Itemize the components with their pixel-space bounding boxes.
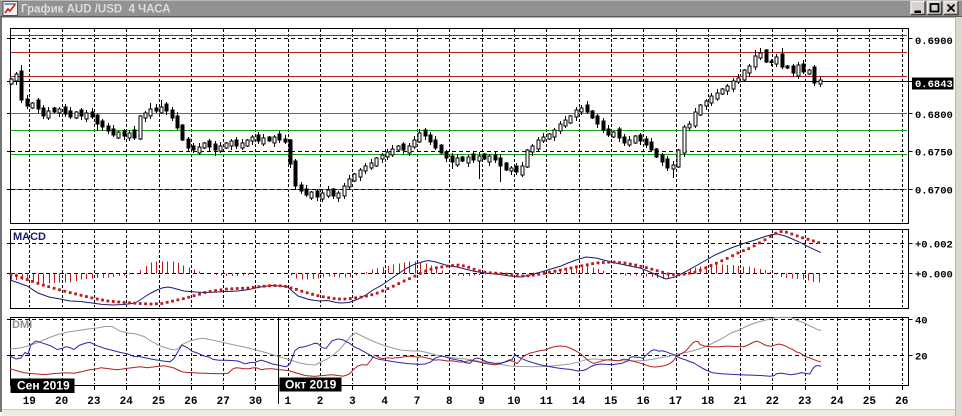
svg-text:0.6843: 0.6843 (915, 79, 953, 91)
svg-text:0.6700: 0.6700 (915, 186, 953, 198)
svg-text:3: 3 (349, 396, 356, 408)
svg-text:20: 20 (55, 396, 68, 408)
svg-text:7: 7 (414, 396, 421, 408)
svg-text:16: 16 (637, 396, 650, 408)
svg-text:24: 24 (120, 396, 134, 408)
svg-text:25: 25 (152, 396, 166, 408)
svg-text:9: 9 (478, 396, 485, 408)
svg-text:20: 20 (915, 352, 928, 364)
svg-text:27: 27 (217, 396, 230, 408)
svg-text:Окт 2019: Окт 2019 (285, 378, 337, 392)
svg-text:22: 22 (766, 396, 779, 408)
svg-text:26: 26 (184, 396, 197, 408)
svg-text:26: 26 (895, 396, 908, 408)
svg-text:2: 2 (317, 396, 324, 408)
svg-text:40: 40 (915, 316, 928, 328)
svg-text:+0.002: +0.002 (915, 240, 953, 252)
svg-text:Сен 2019: Сен 2019 (17, 379, 70, 393)
svg-text:10: 10 (507, 396, 520, 408)
svg-text:23: 23 (798, 396, 812, 408)
svg-text:0.6800: 0.6800 (915, 110, 953, 122)
svg-text:DMI: DMI (12, 319, 32, 331)
svg-text:11: 11 (540, 396, 554, 408)
svg-text:21: 21 (733, 396, 747, 408)
svg-text:+0.000: +0.000 (915, 270, 953, 282)
svg-text:25: 25 (863, 396, 877, 408)
svg-text:8: 8 (446, 396, 453, 408)
svg-text:17: 17 (669, 396, 682, 408)
svg-text:График AUD /USD 4 ЧАСА: График AUD /USD 4 ЧАСА (21, 4, 171, 16)
svg-text:19: 19 (23, 396, 36, 408)
svg-text:23: 23 (87, 396, 101, 408)
svg-text:0.6900: 0.6900 (915, 36, 953, 48)
svg-text:4: 4 (381, 396, 388, 408)
svg-text:0.6750: 0.6750 (915, 148, 953, 160)
svg-text:MACD: MACD (13, 231, 46, 243)
svg-text:24: 24 (830, 396, 844, 408)
svg-text:18: 18 (701, 396, 715, 408)
svg-text:14: 14 (572, 396, 586, 408)
svg-text:15: 15 (604, 396, 618, 408)
svg-text:1: 1 (284, 396, 291, 408)
svg-text:30: 30 (249, 396, 262, 408)
